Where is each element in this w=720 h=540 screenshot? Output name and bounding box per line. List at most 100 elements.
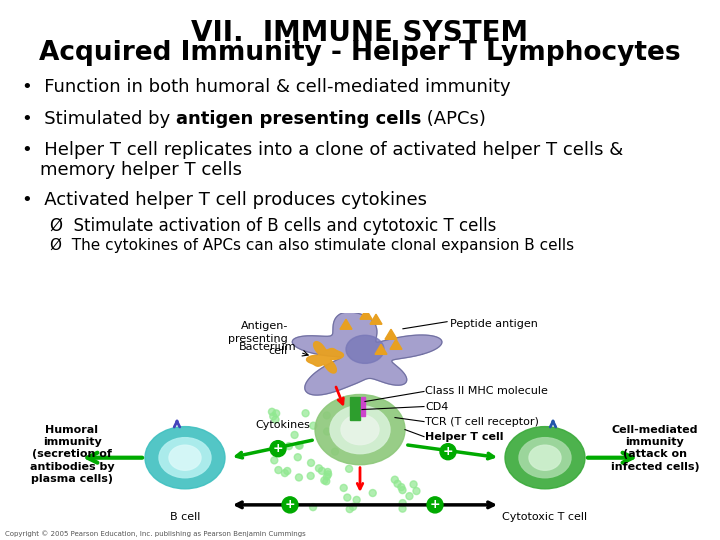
Circle shape (353, 496, 360, 503)
Circle shape (282, 470, 288, 477)
Circle shape (323, 428, 330, 435)
Circle shape (272, 416, 279, 423)
Text: Cytotoxic T cell: Cytotoxic T cell (503, 512, 588, 522)
Polygon shape (390, 339, 402, 349)
Circle shape (318, 468, 325, 475)
Circle shape (273, 410, 279, 417)
Circle shape (427, 497, 443, 513)
Circle shape (356, 414, 363, 421)
Circle shape (324, 469, 331, 476)
Circle shape (336, 436, 343, 443)
Text: +: + (284, 498, 295, 511)
Circle shape (285, 443, 292, 450)
Ellipse shape (315, 395, 405, 465)
Circle shape (310, 504, 317, 511)
Text: VII.  IMMUNE SYSTEM: VII. IMMUNE SYSTEM (192, 19, 528, 47)
Ellipse shape (169, 445, 201, 470)
Circle shape (295, 442, 302, 449)
Text: antigen presenting cells: antigen presenting cells (176, 110, 421, 127)
Polygon shape (360, 309, 372, 319)
Text: Antigen-
presenting
cell: Antigen- presenting cell (228, 321, 288, 356)
Text: Bacterium: Bacterium (238, 342, 296, 352)
Circle shape (399, 487, 406, 494)
Circle shape (275, 467, 282, 474)
Text: Ø  The cytokines of APCs can also stimulate clonal expansion B cells: Ø The cytokines of APCs can also stimula… (50, 238, 575, 253)
Circle shape (295, 474, 302, 481)
Circle shape (331, 448, 338, 455)
Text: +: + (430, 498, 441, 511)
Polygon shape (292, 312, 442, 395)
Text: Ø  Stimulate activation of B cells and cytotoxic T cells: Ø Stimulate activation of B cells and cy… (50, 217, 497, 235)
Text: CD4: CD4 (425, 402, 449, 411)
Text: +: + (443, 445, 454, 458)
Bar (350, 397, 360, 420)
Text: Copyright © 2005 Pearson Education, Inc. publishing as Pearson Benjamin Cummings: Copyright © 2005 Pearson Education, Inc.… (5, 530, 306, 537)
Bar (361, 397, 365, 416)
Circle shape (271, 457, 278, 464)
Circle shape (399, 500, 406, 507)
Circle shape (349, 503, 356, 510)
Text: B cell: B cell (170, 512, 200, 522)
Text: •  Helper T cell replicates into a clone of activated helper T cells &: • Helper T cell replicates into a clone … (22, 141, 623, 159)
Text: (APCs): (APCs) (421, 110, 486, 127)
Polygon shape (307, 342, 343, 373)
Circle shape (278, 444, 285, 451)
Ellipse shape (529, 445, 561, 470)
Polygon shape (340, 319, 352, 329)
Text: Class II MHC molecule: Class II MHC molecule (425, 387, 548, 396)
Circle shape (296, 442, 303, 449)
Circle shape (284, 468, 291, 475)
Circle shape (392, 476, 398, 483)
Text: Cell-mediated
immunity
(attack on
infected cells): Cell-mediated immunity (attack on infect… (611, 424, 699, 472)
Circle shape (359, 423, 366, 430)
Ellipse shape (505, 427, 585, 489)
Text: TCR (T cell receptor): TCR (T cell receptor) (425, 416, 539, 427)
Text: Humoral
immunity
(secretion of
antibodies by
plasma cells): Humoral immunity (secretion of antibodie… (30, 424, 114, 484)
Circle shape (307, 472, 314, 480)
Polygon shape (370, 314, 382, 324)
Circle shape (410, 481, 417, 488)
Ellipse shape (330, 406, 390, 454)
Circle shape (344, 494, 351, 501)
Circle shape (325, 471, 332, 478)
Circle shape (323, 473, 330, 480)
Text: •  Function in both humoral & cell-mediated immunity: • Function in both humoral & cell-mediat… (22, 78, 510, 96)
Circle shape (346, 465, 353, 472)
Circle shape (397, 484, 405, 491)
Polygon shape (385, 329, 397, 339)
Circle shape (440, 444, 456, 460)
Text: •  Activated helper T cell produces cytokines: • Activated helper T cell produces cytok… (22, 191, 426, 209)
Circle shape (270, 441, 286, 457)
Circle shape (394, 480, 401, 487)
Circle shape (369, 490, 377, 497)
Circle shape (307, 460, 315, 467)
Circle shape (302, 410, 309, 417)
Text: memory helper T cells: memory helper T cells (40, 161, 242, 179)
Circle shape (346, 505, 354, 512)
Text: Peptide antigen: Peptide antigen (450, 319, 538, 329)
Circle shape (315, 465, 323, 472)
Circle shape (413, 488, 420, 495)
Circle shape (323, 478, 330, 485)
Ellipse shape (341, 415, 379, 444)
Circle shape (270, 413, 276, 420)
Circle shape (341, 484, 347, 491)
Text: +: + (273, 442, 283, 455)
Ellipse shape (159, 437, 211, 478)
Circle shape (269, 408, 276, 415)
Circle shape (406, 492, 413, 500)
Text: •  Stimulated by: • Stimulated by (22, 110, 176, 127)
Circle shape (323, 412, 330, 419)
Polygon shape (375, 345, 387, 354)
Ellipse shape (519, 437, 571, 478)
Text: Helper T cell: Helper T cell (425, 431, 503, 442)
Text: Acquired Immunity - Helper T Lymphocytes: Acquired Immunity - Helper T Lymphocytes (39, 40, 681, 66)
Circle shape (359, 421, 365, 428)
Circle shape (282, 497, 298, 513)
Circle shape (291, 431, 298, 438)
Text: Cytokines: Cytokines (255, 420, 310, 430)
Circle shape (399, 505, 406, 512)
Circle shape (294, 454, 301, 461)
Ellipse shape (346, 335, 384, 363)
Ellipse shape (145, 427, 225, 489)
